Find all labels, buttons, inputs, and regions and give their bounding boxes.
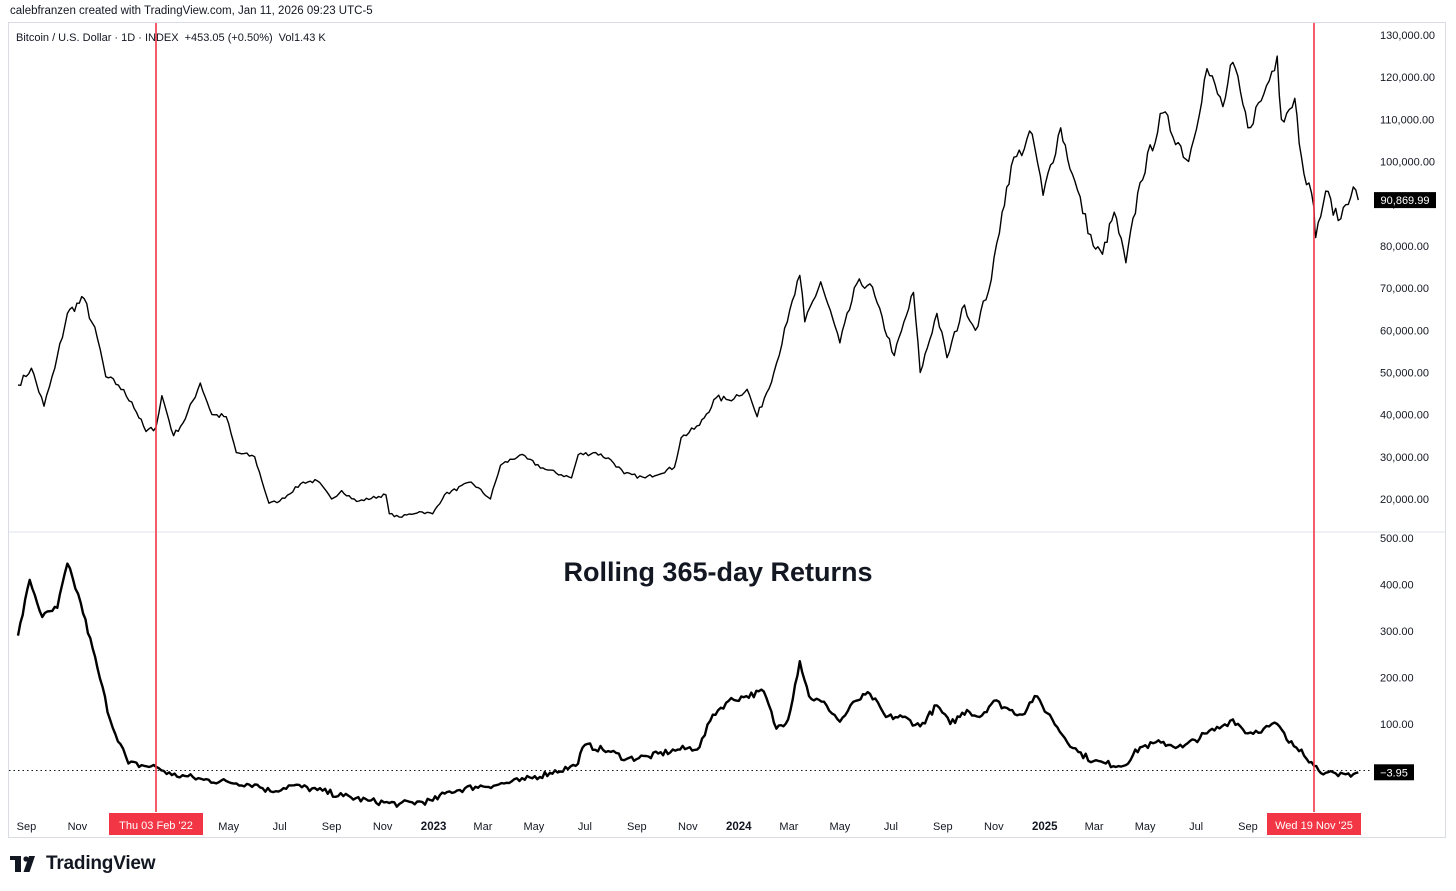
y-tick-label: 80,000.00 — [1380, 241, 1429, 253]
date-marker-label: Wed 19 Nov '25 — [1275, 820, 1353, 832]
date-markers: Thu 03 Feb '22 Wed 19 Nov '25 — [109, 23, 1361, 835]
x-tick-label: Jul — [1189, 821, 1203, 833]
x-tick-label: Sep — [17, 821, 37, 833]
x-tick-label: Mar — [779, 821, 798, 833]
legend-volume: Vol1.43 K — [279, 32, 327, 44]
x-tick-label: Nov — [373, 821, 393, 833]
x-tick-label: May — [830, 821, 851, 833]
price-axis: 20,000.00 30,000.00 40,000.00 50,000.00 60,0… — [1380, 30, 1435, 731]
x-tick-label: Mar — [1085, 821, 1104, 833]
x-tick-label: Mar — [473, 821, 492, 833]
x-tick-label: 2025 — [1032, 821, 1058, 833]
y-tick-label: 110,000.00 — [1380, 114, 1434, 126]
y-tick-label: 100,000.00 — [1380, 157, 1435, 169]
y-tick-label: 130,000.00 — [1380, 30, 1435, 42]
returns-last-value-badge-bg — [1374, 764, 1414, 781]
y-tick-label: 200.00 — [1380, 673, 1414, 685]
x-tick-label: Jul — [884, 821, 898, 833]
y-tick-label: 30,000.00 — [1380, 452, 1429, 464]
x-tick-label: May — [1135, 821, 1156, 833]
x-tick-label: Sep — [322, 821, 342, 833]
price-last-value-badge-bg — [1374, 192, 1436, 209]
chart-text: Bitcoin / U.S. Dollar · 1D · INDEX +453.0… — [16, 32, 873, 587]
y-tick-label: 40,000.00 — [1380, 410, 1429, 422]
y-tick-label: 400.00 — [1380, 580, 1414, 592]
y-tick-label: 100.00 — [1380, 719, 1414, 731]
returns-last-value-badge: −3.95 — [1380, 767, 1408, 779]
x-tick-label: 2023 — [421, 821, 447, 833]
x-tick-label: 2024 — [726, 821, 752, 833]
x-tick-label: Nov — [678, 821, 698, 833]
bitcoin-price-line — [17, 55, 1359, 518]
x-tick-label: Nov — [68, 821, 88, 833]
y-tick-label: 300.00 — [1380, 626, 1414, 638]
value-badges: 90,869.99 −3.95 — [1374, 192, 1436, 781]
tradingview-logo-icon — [10, 856, 35, 872]
x-tick-label: May — [524, 821, 545, 833]
date-marker-badge — [1267, 813, 1361, 835]
y-tick-label: 70,000.00 — [1380, 283, 1429, 295]
legend-symbol: Bitcoin / U.S. Dollar · 1D · INDEX — [16, 32, 179, 44]
legend-change: +453.05 (+0.50%) — [185, 32, 273, 44]
y-tick-label: 20,000.00 — [1380, 494, 1429, 506]
y-tick-label: 500.00 — [1380, 533, 1414, 545]
x-tick-label: May — [218, 821, 239, 833]
x-tick-label: Sep — [933, 821, 953, 833]
series-lines — [9, 55, 1372, 808]
y-tick-label: 120,000.00 — [1380, 72, 1435, 84]
chart-frame — [8, 22, 1446, 838]
price-last-value-badge: 90,869.99 — [1381, 195, 1430, 207]
date-marker-badge — [109, 813, 203, 835]
legend-line: Bitcoin / U.S. Dollar · 1D · INDEX +453.0… — [16, 32, 326, 44]
rolling-returns-line — [16, 562, 1359, 808]
x-tick-label: Nov — [984, 821, 1004, 833]
x-tick-label: Jul — [273, 821, 287, 833]
brand-name: TradingView — [46, 853, 156, 874]
chart-credit: calebfranzen created with TradingView.co… — [10, 5, 373, 17]
time-axis: Sep Nov May Jul Sep Nov 2023 Mar May Jul Sep Nov 202… — [17, 821, 1258, 833]
returns-title: Rolling 365-day Returns — [563, 557, 872, 587]
x-tick-label: Sep — [1238, 821, 1258, 833]
y-tick-label: 60,000.00 — [1380, 325, 1429, 337]
y-tick-label: 50,000.00 — [1380, 368, 1429, 380]
x-tick-label: Sep — [627, 821, 647, 833]
x-tick-label: Jul — [578, 821, 592, 833]
tradingview-logo[interactable]: TradingView — [10, 852, 156, 876]
date-marker-label: Thu 03 Feb '22 — [119, 820, 193, 832]
